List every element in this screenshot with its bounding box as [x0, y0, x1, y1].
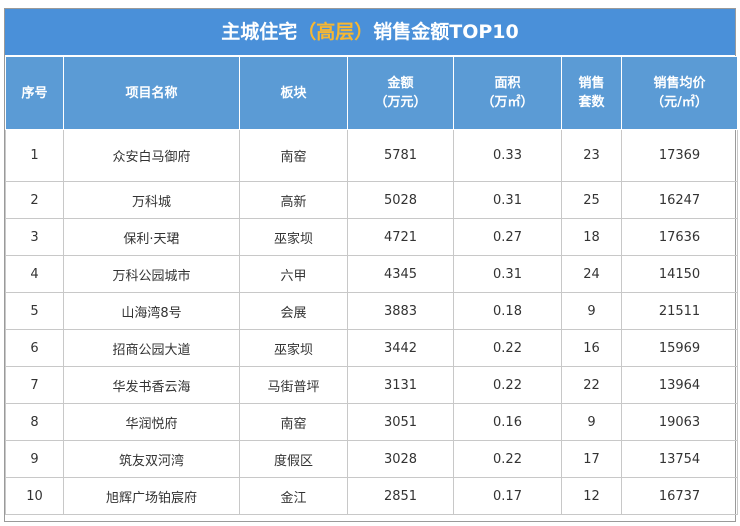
header-amount: 金额 （万元） [347, 56, 454, 130]
cell-area-block: 会展 [239, 292, 348, 330]
table-row: 5 山海湾8号 会展 3883 0.18 9 21511 [5, 292, 738, 330]
cell-price: 17369 [621, 129, 738, 182]
cell-price: 15969 [621, 329, 738, 367]
table-row: 7 华发书香云海 马街普坪 3131 0.22 22 13964 [5, 366, 738, 404]
cell-price: 21511 [621, 292, 738, 330]
cell-units: 12 [561, 477, 622, 515]
cell-amount: 3028 [347, 440, 454, 478]
header-price: 销售均价 （元/㎡） [621, 56, 738, 130]
cell-no: 5 [5, 292, 64, 330]
title-highlight: （高层） [297, 21, 374, 43]
cell-units: 18 [561, 218, 622, 256]
cell-amount: 4345 [347, 255, 454, 293]
cell-units: 9 [561, 403, 622, 441]
cell-amount: 3131 [347, 366, 454, 404]
cell-amount: 2851 [347, 477, 454, 515]
cell-amount: 3883 [347, 292, 454, 330]
table-body: 1 众安白马御府 南窑 5781 0.33 23 17369 2 万科城 高新 5028 0.31 25… [5, 129, 738, 515]
cell-price: 14150 [621, 255, 738, 293]
cell-area: 0.31 [453, 255, 562, 293]
cell-price: 13964 [621, 366, 738, 404]
cell-no: 9 [5, 440, 64, 478]
table-row: 2 万科城 高新 5028 0.31 25 16247 [5, 181, 738, 219]
cell-amount: 4721 [347, 218, 454, 256]
cell-area: 0.16 [453, 403, 562, 441]
cell-no: 3 [5, 218, 64, 256]
title-suffix: 销售金额TOP10 [373, 21, 519, 43]
cell-name: 华发书香云海 [63, 366, 240, 404]
cell-price: 16737 [621, 477, 738, 515]
cell-area: 0.31 [453, 181, 562, 219]
header-block: 板块 [239, 56, 348, 130]
cell-units: 9 [561, 292, 622, 330]
cell-name: 旭辉广场铂宸府 [63, 477, 240, 515]
table-row: 8 华润悦府 南窑 3051 0.16 9 19063 [5, 403, 738, 441]
cell-no: 6 [5, 329, 64, 367]
table-header: 序号 项目名称 板块 金额 （万元） 面积 （万㎡） 销售 套数 销售均价 （元/㎡） [5, 56, 738, 130]
cell-amount: 5028 [347, 181, 454, 219]
cell-units: 23 [561, 129, 622, 182]
cell-area: 0.27 [453, 218, 562, 256]
header-units: 销售 套数 [561, 56, 622, 130]
cell-area-block: 六甲 [239, 255, 348, 293]
cell-area-block: 南窑 [239, 403, 348, 441]
table-row: 9 筑友双河湾 度假区 3028 0.22 17 13754 [5, 440, 738, 478]
cell-area-block: 金江 [239, 477, 348, 515]
cell-price: 19063 [621, 403, 738, 441]
cell-name: 山海湾8号 [63, 292, 240, 330]
cell-area-block: 度假区 [239, 440, 348, 478]
cell-name: 保利·天珺 [63, 218, 240, 256]
cell-price: 16247 [621, 181, 738, 219]
cell-units: 25 [561, 181, 622, 219]
cell-units: 22 [561, 366, 622, 404]
cell-amount: 3442 [347, 329, 454, 367]
cell-units: 24 [561, 255, 622, 293]
cell-no: 10 [5, 477, 64, 515]
cell-area: 0.18 [453, 292, 562, 330]
table-row: 6 招商公园大道 巫家坝 3442 0.22 16 15969 [5, 329, 738, 367]
cell-area-block: 巫家坝 [239, 329, 348, 367]
cell-name: 招商公园大道 [63, 329, 240, 367]
cell-name: 众安白马御府 [63, 129, 240, 182]
report-title: 主城住宅（高层）销售金额TOP10 [5, 9, 735, 56]
cell-price: 17636 [621, 218, 738, 256]
header-area: 面积 （万㎡） [453, 56, 562, 130]
cell-name: 万科公园城市 [63, 255, 240, 293]
title-prefix: 主城住宅 [221, 21, 298, 43]
cell-no: 2 [5, 181, 64, 219]
table-row: 4 万科公园城市 六甲 4345 0.31 24 14150 [5, 255, 738, 293]
header-name: 项目名称 [63, 56, 240, 130]
cell-no: 4 [5, 255, 64, 293]
cell-name: 华润悦府 [63, 403, 240, 441]
cell-name: 筑友双河湾 [63, 440, 240, 478]
cell-area: 0.22 [453, 440, 562, 478]
cell-amount: 5781 [347, 129, 454, 182]
cell-area: 0.33 [453, 129, 562, 182]
cell-no: 7 [5, 366, 64, 404]
cell-units: 16 [561, 329, 622, 367]
cell-area-block: 南窑 [239, 129, 348, 182]
cell-area: 0.22 [453, 329, 562, 367]
table-row: 1 众安白马御府 南窑 5781 0.33 23 17369 [5, 129, 738, 182]
sales-table: 序号 项目名称 板块 金额 （万元） 面积 （万㎡） 销售 套数 销售均价 （元/㎡） … [5, 56, 738, 515]
cell-area: 0.22 [453, 366, 562, 404]
cell-no: 8 [5, 403, 64, 441]
table-row: 3 保利·天珺 巫家坝 4721 0.27 18 17636 [5, 218, 738, 256]
cell-name: 万科城 [63, 181, 240, 219]
cell-no: 1 [5, 129, 64, 182]
cell-area: 0.17 [453, 477, 562, 515]
report-sheet: 主城住宅（高层）销售金额TOP10 序号 项目名称 板块 金额 （万元） 面积 （万… [4, 8, 738, 522]
cell-area-block: 巫家坝 [239, 218, 348, 256]
cell-amount: 3051 [347, 403, 454, 441]
cell-area-block: 马街普坪 [239, 366, 348, 404]
cell-units: 17 [561, 440, 622, 478]
header-no: 序号 [5, 56, 64, 130]
cell-price: 13754 [621, 440, 738, 478]
cell-area-block: 高新 [239, 181, 348, 219]
table-row: 10 旭辉广场铂宸府 金江 2851 0.17 12 16737 [5, 477, 738, 515]
